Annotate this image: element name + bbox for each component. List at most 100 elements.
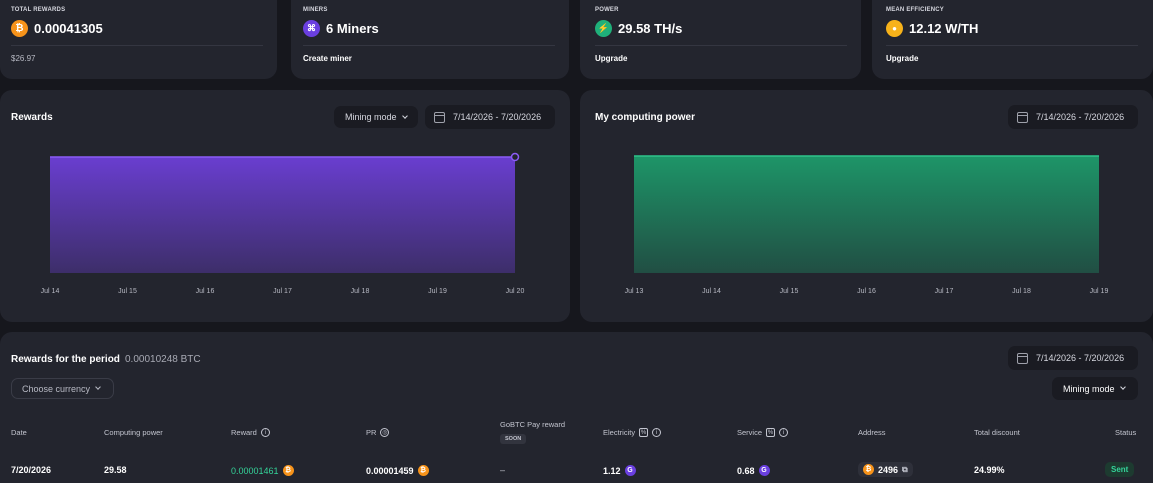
- stat-label: MINERS: [303, 7, 328, 13]
- discount-icon[interactable]: %: [766, 428, 776, 437]
- header-date: Date: [11, 428, 27, 437]
- x-tick-label: Jul 19: [428, 288, 447, 295]
- rewards-period-card: Rewards for the period 0.00010248 BTC 7/…: [0, 332, 1153, 483]
- service-value: 0.68: [737, 465, 755, 476]
- period-amount: 0.00010248 BTC: [125, 354, 201, 365]
- cell-total-discount: 24.99%: [974, 465, 1005, 475]
- cell-service: 0.68 G: [737, 465, 770, 476]
- x-tick-label: Jul 14: [702, 288, 721, 295]
- mining-mode-dropdown[interactable]: Mining mode: [1052, 377, 1138, 400]
- x-tick-label: Jul 18: [351, 288, 370, 295]
- stat-value: 12.12 W/TH: [909, 21, 979, 36]
- x-tick-label: Jul 15: [780, 288, 799, 295]
- cell-computing-power: 29.58: [104, 465, 127, 475]
- computing-power-chart: Jul 13 Jul 14 Jul 15 Jul 16 Jul 17 Jul 18 Jul …: [625, 155, 1109, 295]
- calendar-icon: [1017, 352, 1028, 364]
- info-icon[interactable]: i: [260, 428, 270, 437]
- cell-date: 7/20/2026: [11, 465, 52, 475]
- bulb-icon: ●: [886, 20, 903, 37]
- date-range-picker[interactable]: 7/14/2026 - 7/20/2026: [1008, 105, 1138, 129]
- date-range-picker[interactable]: 7/14/2026 - 7/20/2026: [1008, 346, 1138, 370]
- area-fill: [50, 157, 515, 273]
- x-tick-label: Jul 18: [1012, 288, 1031, 295]
- end-point-marker: [510, 152, 520, 162]
- discount-icon[interactable]: %: [639, 428, 649, 437]
- lightning-icon: ⚡: [595, 20, 612, 37]
- header-label: GoBTC Pay reward: [500, 420, 566, 429]
- x-tick-label: Jul 19: [1090, 288, 1109, 295]
- header-address: Address: [858, 428, 886, 437]
- upgrade-efficiency-link[interactable]: Upgrade: [886, 54, 919, 63]
- dropdown-label: Mining mode: [1063, 383, 1115, 394]
- x-tick-label: Jul 13: [625, 288, 644, 295]
- address-value: 2496: [878, 464, 899, 475]
- rewards-chart: Jul 14 Jul 15 Jul 16 Jul 17 Jul 18 Jul 19 Jul …: [41, 152, 525, 295]
- chart-title: Rewards: [11, 112, 53, 123]
- electricity-value: 1.12: [603, 465, 621, 476]
- cell-reward: 0.00001461 ₿: [231, 465, 294, 476]
- stat-value: 6 Miners: [326, 21, 379, 36]
- stat-value-row: ● 12.12 W/TH: [886, 20, 978, 37]
- chart-title: My computing power: [595, 112, 695, 123]
- copy-icon[interactable]: ⧉: [902, 464, 908, 474]
- x-tick-label: Jul 16: [857, 288, 876, 295]
- pr-value: 0.00001459: [366, 465, 414, 476]
- header-label: PR: [366, 428, 377, 437]
- pool-icon[interactable]: ◎: [380, 428, 390, 437]
- x-tick-label: Jul 20: [506, 288, 525, 295]
- stat-value: 0.00041305: [34, 21, 103, 36]
- cell-pr: 0.00001459 ₿: [366, 465, 429, 476]
- gomining-token-icon: G: [624, 465, 636, 476]
- divider: [595, 45, 847, 46]
- header-computing-power: Computing power: [104, 428, 163, 437]
- upgrade-power-link[interactable]: Upgrade: [595, 54, 628, 63]
- cell-electricity: 1.12 G: [603, 465, 636, 476]
- info-icon[interactable]: i: [779, 428, 789, 437]
- section-title: Rewards for the period: [11, 354, 120, 365]
- header-total-discount: Total discount: [974, 428, 1020, 437]
- divider: [11, 45, 263, 46]
- stat-card-efficiency: MEAN EFFICIENCY ● 12.12 W/TH Upgrade: [872, 0, 1153, 79]
- bitcoin-icon: ₿: [417, 465, 429, 476]
- header-status: Status: [1115, 428, 1136, 437]
- date-range-label: 7/14/2026 - 7/20/2026: [1036, 353, 1125, 363]
- area-fill: [634, 156, 1099, 273]
- reward-value: 0.00001461: [231, 465, 279, 476]
- gomining-token-icon: G: [758, 465, 770, 476]
- create-miner-link[interactable]: Create miner: [303, 54, 352, 63]
- soon-badge: SOON: [500, 434, 527, 444]
- stat-label: MEAN EFFICIENCY: [886, 7, 945, 13]
- stat-label: POWER: [595, 7, 619, 13]
- date-range-label: 7/14/2026 - 7/20/2026: [453, 112, 542, 122]
- cell-gobtc: –: [500, 465, 506, 475]
- header-gobtc: GoBTC Pay reward: [500, 420, 565, 429]
- header-label: Computing power: [104, 428, 163, 437]
- stat-value-row: ₿ 0.00041305: [11, 20, 103, 37]
- dropdown-label: Choose currency: [22, 383, 91, 394]
- dropdown-label: Mining mode: [345, 112, 397, 122]
- header-reward: Reward i: [231, 428, 270, 437]
- stat-label: TOTAL REWARDS: [11, 7, 66, 13]
- chevron-down-icon: [95, 384, 101, 390]
- bitcoin-icon: ₿: [11, 20, 28, 37]
- power-chart-card: My computing power 7/14/2026 - 7/20/2026…: [580, 90, 1153, 322]
- header-electricity: Electricity % i: [603, 428, 662, 437]
- bitcoin-icon: ₿: [282, 465, 294, 476]
- stat-card-power: POWER ⚡ 29.58 TH/s Upgrade: [580, 0, 861, 79]
- chevron-down-icon: [401, 112, 408, 119]
- x-tick-label: Jul 17: [273, 288, 292, 295]
- stat-value-row: ⚡ 29.58 TH/s: [595, 20, 682, 37]
- status-badge: Sent: [1105, 462, 1135, 477]
- header-pr: PR ◎: [366, 428, 390, 437]
- divider: [303, 45, 555, 46]
- info-icon[interactable]: i: [652, 428, 662, 437]
- mining-mode-dropdown[interactable]: Mining mode: [334, 106, 418, 128]
- header-label: Address: [858, 428, 886, 437]
- header-label: Total discount: [974, 428, 1020, 437]
- calendar-icon: [1017, 111, 1028, 123]
- choose-currency-dropdown[interactable]: Choose currency: [11, 378, 114, 399]
- divider: [886, 45, 1138, 46]
- x-tick-label: Jul 16: [196, 288, 215, 295]
- date-range-picker[interactable]: 7/14/2026 - 7/20/2026: [425, 105, 555, 129]
- cell-address: ₿ 2496 ⧉: [858, 462, 913, 477]
